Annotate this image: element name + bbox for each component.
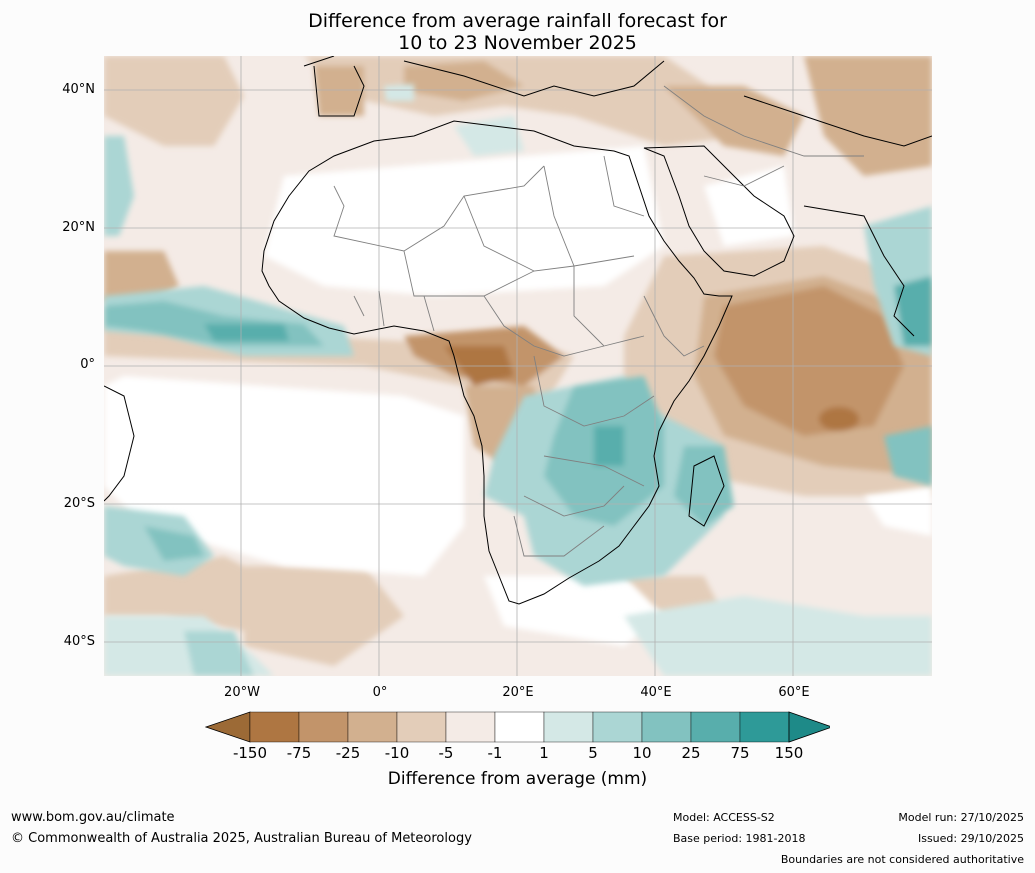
map-title-line2: 10 to 23 November 2025 bbox=[398, 32, 637, 54]
colorbar-segment bbox=[445, 711, 496, 743]
colorbar-svg bbox=[204, 711, 834, 743]
lat-label-40s: 40°S bbox=[63, 634, 95, 649]
footer-issued: Issued: 29/10/2025 bbox=[917, 832, 1024, 845]
colorbar-segment bbox=[298, 711, 349, 743]
colorbar-segment bbox=[739, 711, 790, 743]
colorbar-segment bbox=[641, 711, 692, 743]
coastlines bbox=[104, 56, 932, 605]
lat-label-20n: 20°N bbox=[62, 220, 95, 235]
colorbar-extend-low bbox=[204, 711, 251, 743]
near-average-fields bbox=[104, 146, 932, 646]
graticule bbox=[104, 56, 932, 676]
colorbar bbox=[204, 711, 834, 747]
lon-label-60e: 60°E bbox=[778, 685, 810, 700]
colorbar-tick-label: -1 bbox=[487, 744, 503, 762]
lon-label-20w: 20°W bbox=[224, 685, 260, 700]
rainfall-anomaly-map bbox=[104, 56, 932, 676]
map-canvas bbox=[104, 56, 932, 676]
footer-disclaimer: Boundaries are not considered authoritat… bbox=[780, 853, 1024, 866]
colorbar-tick-label: -25 bbox=[335, 744, 361, 762]
lon-label-20e: 20°E bbox=[502, 685, 534, 700]
colorbar-tick-label: -5 bbox=[438, 744, 454, 762]
colorbar-tick-label: 75 bbox=[730, 744, 750, 762]
colorbar-segment bbox=[347, 711, 398, 743]
colorbar-tick-label: 150 bbox=[774, 744, 804, 762]
lat-label-40n: 40°N bbox=[62, 82, 95, 97]
colorbar-segment bbox=[592, 711, 643, 743]
colorbar-tick-label: 1 bbox=[539, 744, 549, 762]
colorbar-title: Difference from average (mm) bbox=[387, 769, 648, 789]
colorbar-segment bbox=[690, 711, 741, 743]
colorbar-tick-label: 25 bbox=[681, 744, 701, 762]
footer-website: www.bom.gov.au/climate bbox=[11, 810, 175, 825]
lon-label-40e: 40°E bbox=[640, 685, 672, 700]
footer-model: Model: ACCESS-S2 bbox=[673, 811, 775, 824]
footer-base-period: Base period: 1981-2018 bbox=[673, 832, 806, 845]
dry-anomaly-fields bbox=[104, 56, 932, 666]
colorbar-tick-label: -10 bbox=[384, 744, 410, 762]
lat-label-0: 0° bbox=[80, 357, 95, 372]
footer-copyright: © Commonwealth of Australia 2025, Austra… bbox=[11, 831, 472, 846]
colorbar-extend-high bbox=[788, 711, 834, 743]
country-borders bbox=[333, 85, 864, 557]
colorbar-segment bbox=[396, 711, 447, 743]
map-title: Difference from average rainfall forecas… bbox=[0, 10, 1035, 54]
colorbar-tick-label: 5 bbox=[588, 744, 598, 762]
colorbar-tick-label: -75 bbox=[286, 744, 312, 762]
map-title-line1: Difference from average rainfall forecas… bbox=[308, 10, 727, 32]
footer-model-run: Model run: 27/10/2025 bbox=[898, 811, 1024, 824]
lat-label-20s: 20°S bbox=[63, 496, 95, 511]
colorbar-segment bbox=[543, 711, 594, 743]
colorbar-segment bbox=[249, 711, 300, 743]
colorbar-tick-label: -150 bbox=[232, 744, 268, 762]
wet-anomaly-fields bbox=[104, 84, 932, 676]
colorbar-segment bbox=[494, 711, 545, 743]
lon-label-0: 0° bbox=[372, 685, 388, 700]
colorbar-tick-label: 10 bbox=[632, 744, 652, 762]
